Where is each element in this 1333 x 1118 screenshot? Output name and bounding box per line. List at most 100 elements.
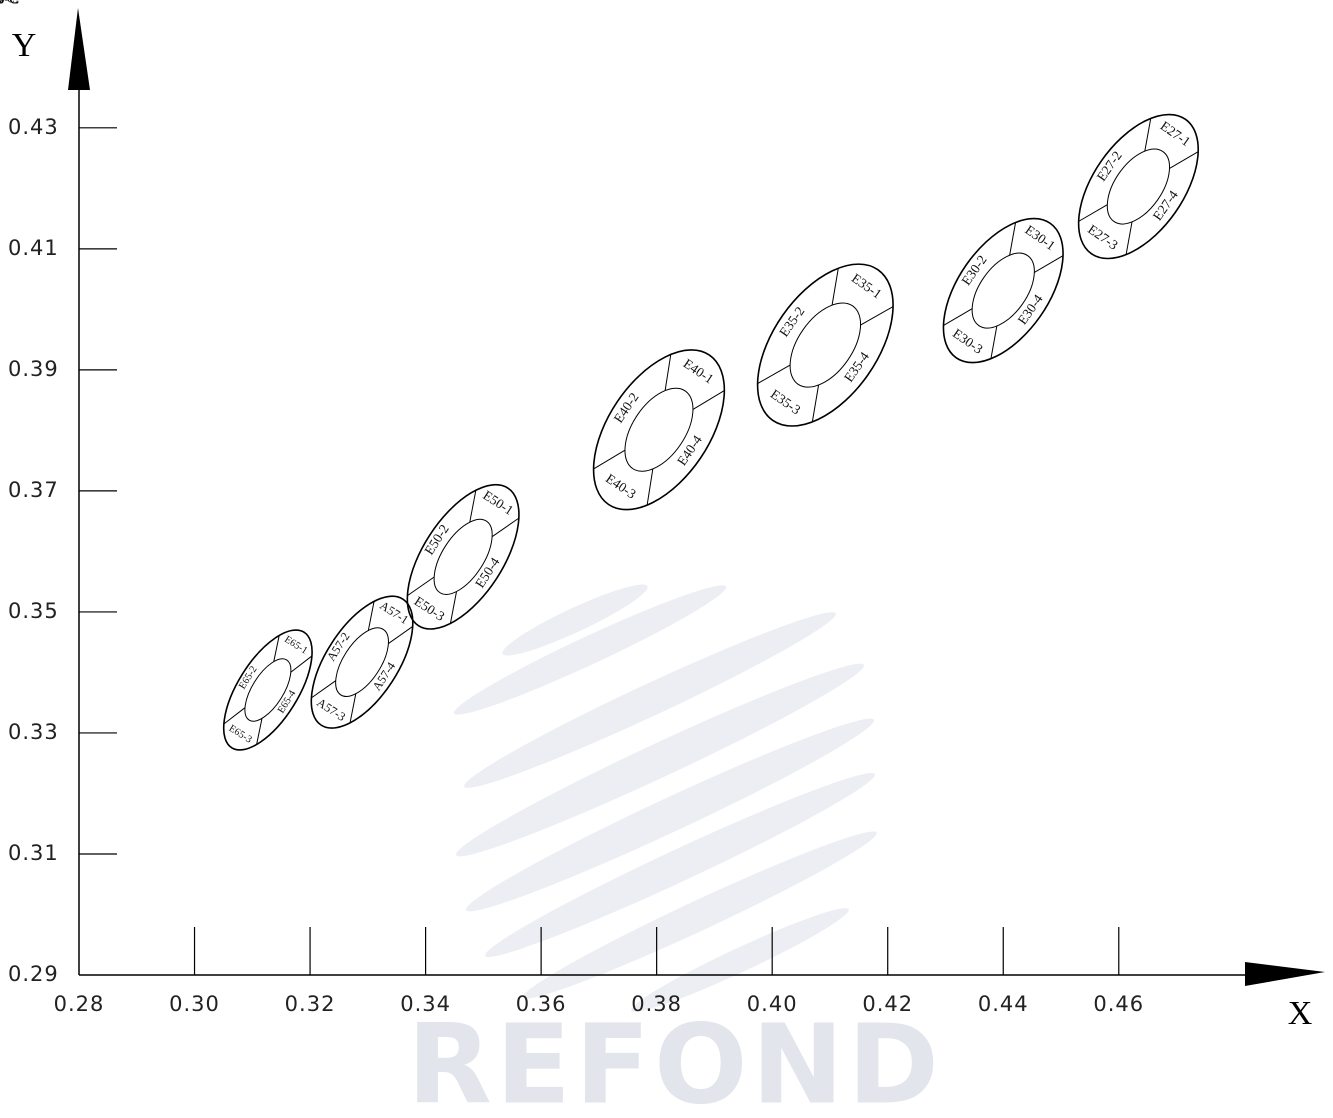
- outer-ellipse: [406, 483, 520, 630]
- segment-divider: [290, 655, 313, 673]
- segment-divider: [811, 384, 820, 422]
- inner-ellipse: [789, 302, 862, 388]
- segment-divider: [1144, 118, 1152, 152]
- y-tick-label: 0.31: [8, 841, 59, 865]
- axes: [78, 85, 1250, 976]
- center-label: E27-C: [0, 0, 19, 7]
- inner-ellipse: [1106, 148, 1171, 225]
- y-tick-label: 0.33: [8, 720, 59, 744]
- bin-ellipse: E40-1 E40-2 E40-3 E40-4: [592, 349, 726, 511]
- center-label: E30-C: [0, 0, 19, 7]
- bin-ellipse: E50-1 E50-2 E50-3 E50-4: [406, 483, 520, 630]
- outer-ellipse: [1077, 113, 1200, 260]
- y-tick-label: 0.37: [8, 478, 59, 502]
- segment-label: E35-1: [849, 270, 885, 301]
- segment-divider: [1078, 204, 1108, 222]
- segment-label: E35-2: [776, 304, 807, 340]
- segment-divider: [388, 626, 413, 644]
- segment-label: E27-1: [1158, 118, 1194, 149]
- segment-label: E50-2: [421, 522, 452, 558]
- x-tick-label: 0.38: [631, 992, 682, 1016]
- segment-divider: [449, 591, 458, 624]
- watermark-stripes: [453, 584, 877, 1012]
- segment-label: E50-4: [472, 554, 503, 590]
- segment-divider: [593, 449, 626, 470]
- x-tick-label: 0.44: [978, 992, 1029, 1016]
- x-tick-label: 0.42: [862, 992, 913, 1016]
- y-arrow: [68, 8, 90, 90]
- segment-divider: [646, 468, 654, 506]
- x-axis-title: X: [1288, 995, 1313, 1032]
- center-label: E50-C: [0, 0, 19, 7]
- segment-divider: [223, 707, 246, 725]
- segment-label: A57-2: [324, 630, 353, 664]
- segment-label: E40-4: [674, 432, 705, 468]
- segment-divider: [349, 693, 357, 724]
- segment-label: A57-4: [370, 659, 399, 693]
- segment-divider: [1034, 255, 1064, 273]
- segment-label: E50-3: [412, 593, 448, 624]
- outer-ellipse: [310, 595, 414, 729]
- inner-ellipse: [335, 627, 389, 697]
- segment-label: E40-1: [681, 356, 717, 387]
- segment-divider: [990, 325, 998, 359]
- segment-label: E35-3: [768, 386, 804, 417]
- segment-label: E27-4: [1150, 187, 1181, 223]
- y-tick-label: 0.29: [8, 962, 59, 986]
- inner-ellipse: [433, 518, 493, 595]
- segment-divider: [1009, 222, 1017, 256]
- x-tick-label: 0.36: [516, 992, 567, 1016]
- segment-divider: [1169, 151, 1199, 169]
- x-arrow: [1245, 962, 1325, 986]
- segment-divider: [692, 390, 725, 410]
- x-tick-label: 0.40: [747, 992, 798, 1016]
- inner-ellipse: [624, 387, 694, 472]
- y-tick-label: 0.41: [8, 236, 59, 260]
- bin-ellipse: E35-1 E35-2 E35-3 E35-4: [756, 263, 894, 427]
- center-label: E40-C: [0, 0, 19, 7]
- segment-divider: [757, 364, 791, 384]
- y-tick-label: 0.35: [8, 599, 59, 623]
- segment-divider: [311, 680, 337, 699]
- segment-divider: [860, 306, 894, 326]
- segment-label: E65-1: [282, 634, 309, 657]
- segment-label: E30-3: [950, 326, 986, 357]
- y-tick-label: 0.39: [8, 357, 59, 381]
- segment-divider: [491, 517, 520, 538]
- segment-divider: [1125, 221, 1133, 255]
- x-tick-label: 0.34: [400, 992, 451, 1016]
- segment-divider: [273, 635, 280, 662]
- segment-label: E40-2: [611, 390, 642, 426]
- segment-label: E30-1: [1022, 222, 1058, 253]
- center-label: A57-C: [0, 0, 18, 6]
- y-axis-title: Y: [12, 27, 37, 64]
- segment-label: E30-4: [1015, 291, 1046, 327]
- center-label: E35-C: [0, 0, 19, 7]
- segment-divider: [367, 601, 375, 631]
- watermark: REFOND: [407, 1000, 943, 1118]
- segment-divider: [831, 268, 839, 306]
- segment-label: E27-3: [1085, 221, 1121, 252]
- center-label: E65-C: [0, 0, 15, 6]
- outer-ellipse: [592, 349, 726, 511]
- inner-ellipse: [971, 252, 1035, 329]
- outer-ellipse: [222, 629, 313, 751]
- segment-label: A57-3: [314, 695, 348, 724]
- segment-label: E65-3: [227, 723, 254, 746]
- segment-divider: [256, 718, 263, 745]
- segment-divider: [407, 576, 435, 597]
- outer-ellipse: [756, 263, 894, 427]
- segment-label: E35-4: [841, 349, 872, 385]
- segment-label: E50-1: [480, 487, 516, 518]
- x-tick-label: 0.28: [54, 992, 105, 1016]
- segment-label: E40-3: [603, 471, 639, 502]
- x-tick-label: 0.46: [1093, 992, 1144, 1016]
- inner-ellipse: [244, 658, 292, 722]
- y-tick-label: 0.43: [8, 115, 59, 139]
- segment-divider: [664, 354, 672, 391]
- x-tick-label: 0.32: [285, 992, 336, 1016]
